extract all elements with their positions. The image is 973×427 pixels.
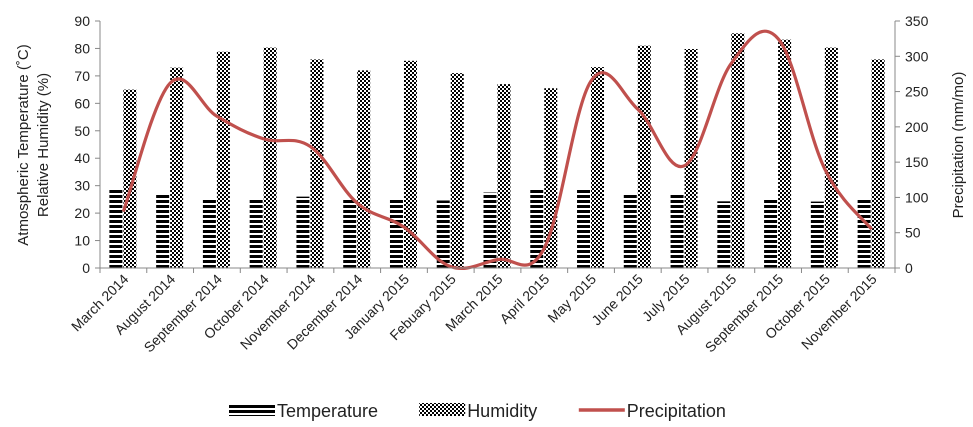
temperature-bar bbox=[483, 192, 497, 268]
left-tick-label: 0 bbox=[82, 260, 90, 276]
right-tick-label: 250 bbox=[905, 84, 929, 100]
humidity-bar bbox=[778, 39, 792, 268]
left-tick-label: 30 bbox=[74, 178, 90, 194]
humidity-bar bbox=[403, 60, 417, 268]
temperature-bar bbox=[202, 199, 216, 268]
precipitation-line bbox=[121, 29, 873, 271]
temperature-bar bbox=[670, 194, 684, 268]
left-axis-title-line2: Relative Humidity (%) bbox=[35, 73, 52, 217]
temperature-bar bbox=[810, 201, 824, 268]
right-tick-label: 300 bbox=[905, 48, 929, 64]
temperature-bar bbox=[296, 196, 310, 268]
axis-lines bbox=[99, 21, 896, 273]
temperature-bar bbox=[764, 198, 778, 268]
bars bbox=[109, 33, 885, 269]
humidity-legend-label: Humidity bbox=[467, 401, 537, 421]
temperature-legend-swatch bbox=[229, 403, 275, 416]
left-tick-label: 40 bbox=[74, 150, 90, 166]
humidity-bar bbox=[871, 59, 885, 268]
humidity-legend-swatch bbox=[419, 403, 466, 416]
temperature-bar bbox=[623, 193, 637, 268]
temperature-legend-label: Temperature bbox=[277, 401, 378, 421]
temperature-bar bbox=[156, 194, 170, 268]
humidity-bar bbox=[123, 89, 137, 268]
temperature-bar bbox=[436, 200, 450, 268]
temperature-bar bbox=[343, 198, 357, 268]
right-tick-label: 200 bbox=[905, 119, 929, 135]
humidity-bar bbox=[216, 51, 230, 268]
left-tick-label: 60 bbox=[74, 95, 90, 111]
right-tick-label: 350 bbox=[905, 13, 929, 29]
right-tick-label: 150 bbox=[905, 154, 929, 170]
temperature-bar bbox=[389, 199, 403, 268]
x-tick-label: April 2015 bbox=[496, 271, 552, 327]
temperature-bar bbox=[530, 188, 544, 268]
humidity-bar bbox=[310, 59, 324, 268]
precipitation-series bbox=[121, 29, 873, 271]
left-axis-title: Atmospheric Temperature (˚C) Relative Hu… bbox=[15, 44, 52, 245]
humidity-bar bbox=[824, 47, 838, 269]
precipitation-legend-label: Precipitation bbox=[627, 401, 726, 421]
x-tick-label: June 2015 bbox=[588, 271, 646, 329]
left-tick-label: 70 bbox=[74, 68, 90, 84]
humidity-bar bbox=[263, 47, 277, 269]
humidity-bar bbox=[450, 73, 464, 269]
left-tick-label: 90 bbox=[74, 13, 90, 29]
right-tick-label: 50 bbox=[905, 225, 921, 241]
temperature-bar bbox=[857, 199, 871, 268]
left-tick-label: 20 bbox=[74, 205, 90, 221]
left-axis-title-line1: Atmospheric Temperature (˚C) bbox=[15, 44, 32, 245]
temperature-bar bbox=[249, 198, 263, 268]
left-axis: 0 10 20 30 40 50 60 70 80 90 bbox=[74, 13, 100, 276]
temperature-bar bbox=[577, 188, 591, 268]
right-tick-label: 100 bbox=[905, 189, 929, 205]
left-tick-label: 50 bbox=[74, 123, 90, 139]
humidity-bar bbox=[731, 33, 745, 268]
humidity-bar bbox=[170, 67, 184, 269]
left-tick-label: 80 bbox=[74, 40, 90, 56]
humidity-bar bbox=[591, 67, 605, 269]
humidity-bar bbox=[637, 45, 651, 269]
humidity-bar bbox=[357, 70, 371, 269]
right-axis: 0 50 100 150 200 250 300 350 bbox=[895, 13, 929, 276]
legend: Temperature Humidity Precipitation bbox=[229, 401, 726, 421]
right-tick-label: 0 bbox=[905, 260, 913, 276]
temperature-bar bbox=[717, 201, 731, 268]
left-tick-label: 10 bbox=[74, 233, 90, 249]
right-axis-title: Precipitation (mm/mo) bbox=[950, 72, 967, 219]
humidity-bar bbox=[497, 84, 511, 268]
temperature-bar bbox=[109, 188, 123, 268]
